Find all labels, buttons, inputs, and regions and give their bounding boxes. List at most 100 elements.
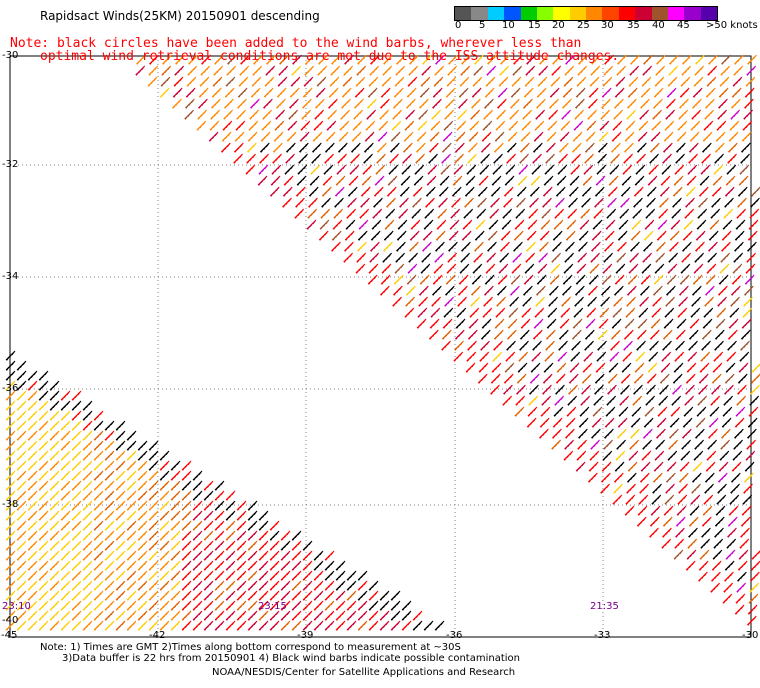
wind-barb bbox=[276, 87, 287, 98]
wind-barb bbox=[368, 600, 379, 611]
wind-barb bbox=[126, 460, 137, 471]
wind-barb bbox=[649, 340, 659, 351]
wind-barb bbox=[610, 142, 621, 153]
wind-barb bbox=[115, 450, 126, 461]
wind-barb bbox=[669, 241, 679, 252]
wind-barb bbox=[313, 120, 324, 131]
wind-barb bbox=[601, 274, 612, 285]
wind-barb bbox=[591, 428, 601, 439]
wind-barb bbox=[344, 241, 354, 252]
wind-barb bbox=[82, 580, 93, 591]
wind-barb bbox=[673, 175, 684, 186]
wind-barb bbox=[537, 76, 548, 87]
wind-barb bbox=[656, 241, 666, 252]
wind-barb bbox=[60, 470, 71, 481]
wind-barb bbox=[5, 480, 16, 491]
wind-barb bbox=[422, 241, 432, 252]
wind-barb bbox=[564, 252, 575, 263]
wind-barb bbox=[16, 550, 27, 561]
wind-barb bbox=[573, 307, 584, 318]
wind-barb bbox=[734, 604, 745, 615]
wind-barb bbox=[259, 153, 269, 164]
wind-barb bbox=[693, 450, 704, 461]
wind-barb bbox=[159, 470, 170, 481]
wind-barb bbox=[737, 571, 747, 582]
wind-barb bbox=[192, 600, 203, 611]
wind-barb bbox=[312, 131, 323, 142]
wind-barb bbox=[436, 219, 447, 230]
wind-barb bbox=[181, 610, 192, 621]
wind-barb bbox=[417, 307, 428, 318]
wind-barb bbox=[476, 208, 487, 219]
wind-barb bbox=[115, 500, 126, 511]
wind-barb bbox=[16, 530, 27, 541]
wind-barb bbox=[291, 590, 302, 601]
wind-barb bbox=[311, 153, 321, 164]
wind-barb bbox=[337, 142, 348, 153]
wind-barb bbox=[555, 373, 566, 384]
wind-barb bbox=[589, 450, 600, 461]
wind-barb bbox=[581, 186, 592, 197]
wind-barb bbox=[211, 98, 221, 109]
wind-barb bbox=[277, 76, 288, 87]
wind-barb bbox=[225, 510, 236, 521]
wind-barb bbox=[60, 490, 71, 501]
wind-barb bbox=[49, 510, 60, 521]
wind-barb bbox=[524, 263, 535, 274]
wind-barb bbox=[709, 219, 720, 230]
wind-barb bbox=[27, 430, 38, 441]
wind-barb bbox=[711, 571, 721, 582]
wind-barb bbox=[247, 620, 258, 631]
wind-barb bbox=[225, 540, 236, 551]
wind-barb bbox=[474, 54, 484, 65]
wind-barb bbox=[376, 153, 386, 164]
wind-barb bbox=[691, 109, 702, 120]
wind-barb bbox=[433, 76, 444, 87]
wind-barb bbox=[373, 197, 383, 208]
wind-barb bbox=[283, 175, 294, 186]
wind-barb bbox=[552, 428, 562, 439]
wind-barb bbox=[346, 580, 357, 591]
wind-barb bbox=[635, 351, 646, 362]
wind-barb bbox=[609, 351, 620, 362]
wind-barb bbox=[335, 580, 346, 591]
wind-barb bbox=[443, 307, 454, 318]
wind-barb bbox=[60, 500, 71, 511]
wind-barb bbox=[201, 54, 211, 65]
wind-barb bbox=[519, 153, 529, 164]
wind-barb bbox=[346, 600, 357, 611]
wind-barb bbox=[148, 490, 159, 501]
wind-barb bbox=[700, 538, 711, 549]
wind-barb bbox=[504, 362, 515, 373]
wind-barb bbox=[361, 175, 372, 186]
wind-barb bbox=[690, 307, 701, 318]
wind-barb bbox=[542, 186, 553, 197]
wind-barb bbox=[562, 87, 573, 98]
wind-barb bbox=[302, 620, 313, 631]
wind-barb bbox=[459, 76, 470, 87]
wind-barb bbox=[419, 98, 429, 109]
wind-barb bbox=[529, 197, 539, 208]
wind-barb bbox=[696, 406, 707, 417]
wind-barb bbox=[203, 620, 214, 631]
wind-barb bbox=[421, 252, 432, 263]
wind-barb bbox=[198, 98, 208, 109]
wind-barb bbox=[681, 65, 692, 76]
colorbar-swatch bbox=[520, 7, 537, 20]
wind-barb bbox=[720, 65, 731, 76]
wind-barb bbox=[137, 520, 148, 531]
colorbar-swatch bbox=[455, 7, 472, 20]
wind-barb bbox=[148, 460, 159, 471]
wind-barb bbox=[16, 470, 27, 481]
wind-barb bbox=[491, 362, 502, 373]
colorbar-label: 40 bbox=[652, 20, 665, 31]
wind-barb bbox=[5, 450, 16, 461]
wind-barb bbox=[678, 296, 688, 307]
wind-barb bbox=[272, 153, 282, 164]
wind-barb bbox=[379, 610, 390, 621]
wind-barb bbox=[214, 530, 225, 541]
wind-barb bbox=[581, 373, 592, 384]
wind-barb bbox=[412, 620, 423, 631]
wind-barb bbox=[636, 153, 646, 164]
wind-barb bbox=[712, 175, 723, 186]
